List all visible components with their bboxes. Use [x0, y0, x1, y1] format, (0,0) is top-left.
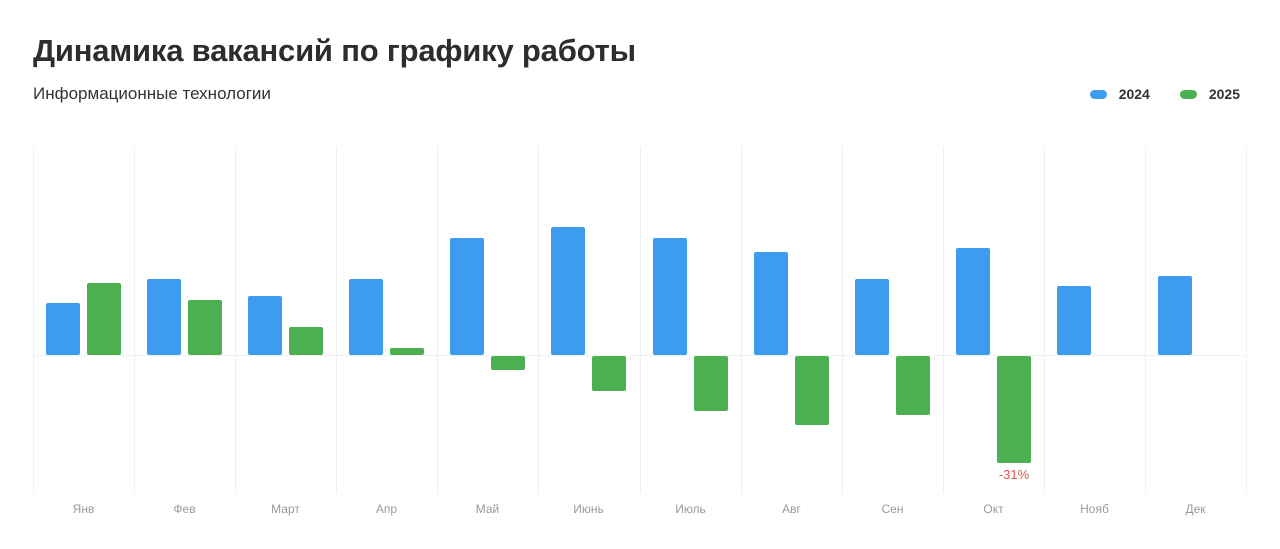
bar-2024-Окт[interactable]	[956, 248, 990, 355]
gridline-vertical	[33, 147, 34, 493]
bar-2025-Апр[interactable]	[390, 348, 424, 355]
bar-2025-Авг[interactable]	[795, 356, 829, 425]
bar-2025-Янв[interactable]	[87, 282, 121, 355]
x-axis-label: Авг	[782, 502, 801, 516]
x-axis-label: Май	[475, 502, 500, 516]
legend-label-2024: 2024	[1118, 86, 1150, 102]
page-subtitle: Информационные технологии	[33, 84, 271, 103]
bar-2024-Март[interactable]	[248, 296, 282, 355]
bar-value-label: -31%	[998, 466, 1030, 482]
gridline-vertical	[640, 147, 641, 493]
bar-2024-Янв[interactable]	[46, 303, 80, 355]
bar-2025-Окт[interactable]	[997, 356, 1031, 463]
legend-swatch-2025	[1179, 89, 1197, 99]
legend-item-2025[interactable]: 2025	[1179, 86, 1240, 102]
bar-2024-Дек[interactable]	[1158, 275, 1192, 355]
page-title: Динамика вакансий по графику работы	[33, 33, 636, 68]
bar-2024-Нояб[interactable]	[1057, 286, 1091, 355]
x-axis-label: Нояб	[1080, 502, 1109, 516]
legend-swatch-2024	[1089, 89, 1107, 99]
bar-2024-Май[interactable]	[450, 237, 484, 355]
chart-plot-area: -31%	[33, 147, 1247, 493]
bar-2024-Сен[interactable]	[855, 279, 889, 355]
x-axis-label: Июнь	[573, 502, 604, 516]
x-axis-labels: Янв Фев Март Апр Май Июнь Июль Авг Сен Окт Нояб Дек	[33, 502, 1246, 522]
bar-2025-Июнь[interactable]	[592, 356, 626, 391]
gridline-vertical	[538, 147, 539, 493]
bar-2024-Фев[interactable]	[147, 279, 181, 355]
x-axis-label: Янв	[72, 502, 95, 516]
legend-item-2024[interactable]: 2024	[1089, 86, 1150, 102]
gridline-vertical	[1145, 147, 1146, 493]
bar-2024-Апр[interactable]	[349, 279, 383, 355]
bar-2024-Авг[interactable]	[754, 251, 788, 355]
gridline-vertical	[943, 147, 944, 493]
legend-label-2025: 2025	[1208, 86, 1240, 102]
gridline-vertical	[336, 147, 337, 493]
gridline-vertical	[1246, 147, 1247, 493]
gridline-vertical	[741, 147, 742, 493]
bar-2025-Фев[interactable]	[188, 299, 222, 355]
gridline-vertical	[437, 147, 438, 493]
x-axis-label: Окт	[983, 502, 1004, 516]
zero-baseline	[33, 355, 1246, 356]
bar-2025-Март[interactable]	[289, 327, 323, 355]
gridline-vertical	[134, 147, 135, 493]
bar-2024-Июнь[interactable]	[551, 227, 585, 355]
bar-2024-Июль[interactable]	[653, 237, 687, 355]
bar-2025-Сен[interactable]	[896, 356, 930, 415]
x-axis-label: Фев	[173, 502, 196, 516]
x-axis-label: Сен	[881, 502, 904, 516]
bar-2025-Май[interactable]	[491, 356, 525, 370]
x-axis-label: Апр	[375, 502, 398, 516]
chart-legend: 2024 2025	[1089, 86, 1240, 102]
gridline-vertical	[235, 147, 236, 493]
gridline-vertical	[1044, 147, 1045, 493]
x-axis-label: Март	[271, 502, 300, 516]
bar-2025-Июль[interactable]	[694, 356, 728, 412]
x-axis-label: Дек	[1185, 502, 1206, 516]
x-axis-label: Июль	[675, 502, 706, 516]
gridline-vertical	[842, 147, 843, 493]
